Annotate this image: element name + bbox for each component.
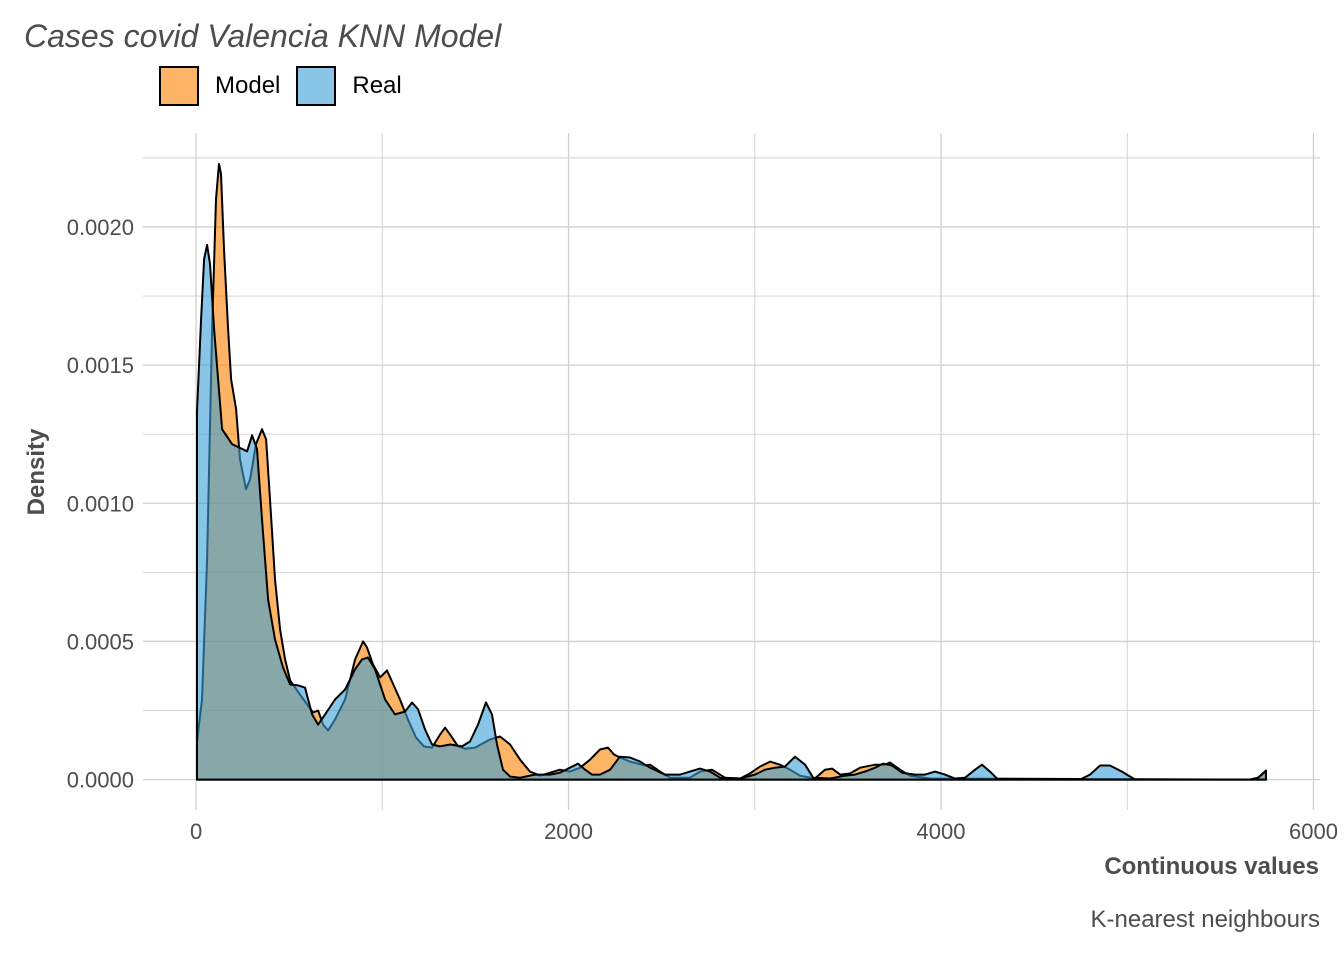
x-axis-title: Continuous values <box>1104 853 1319 880</box>
x-tick-label: 2000 <box>544 819 593 844</box>
legend-label-real: Real <box>352 72 402 99</box>
y-tick-label: 0.0000 <box>67 768 134 793</box>
legend-label-model: Model <box>215 72 281 99</box>
grid <box>143 133 1320 810</box>
legend-key-real <box>296 66 337 106</box>
legend-key-model <box>159 66 199 106</box>
y-tick-label: 0.0015 <box>67 353 134 378</box>
legend: Model Real <box>159 66 418 106</box>
y-axis-title: Density <box>23 428 50 515</box>
chart-title: Cases covid Valencia KNN Model <box>24 18 502 54</box>
x-tick-label: 0 <box>190 819 202 844</box>
x-tick-label: 4000 <box>917 819 966 844</box>
x-tick-labels: 0 2000 4000 6000 <box>190 819 1338 844</box>
y-tick-label: 0.0010 <box>67 491 134 516</box>
x-tick-label: 6000 <box>1289 819 1338 844</box>
y-tick-labels: 0.0000 0.0005 0.0010 0.0015 0.0020 <box>67 215 134 793</box>
y-tick-label: 0.0005 <box>67 629 134 654</box>
y-tick-label: 0.0020 <box>67 215 134 240</box>
density-area-real <box>196 243 1267 781</box>
density-curves <box>196 162 1267 781</box>
chart-caption: K-nearest neighbours <box>1090 906 1320 933</box>
